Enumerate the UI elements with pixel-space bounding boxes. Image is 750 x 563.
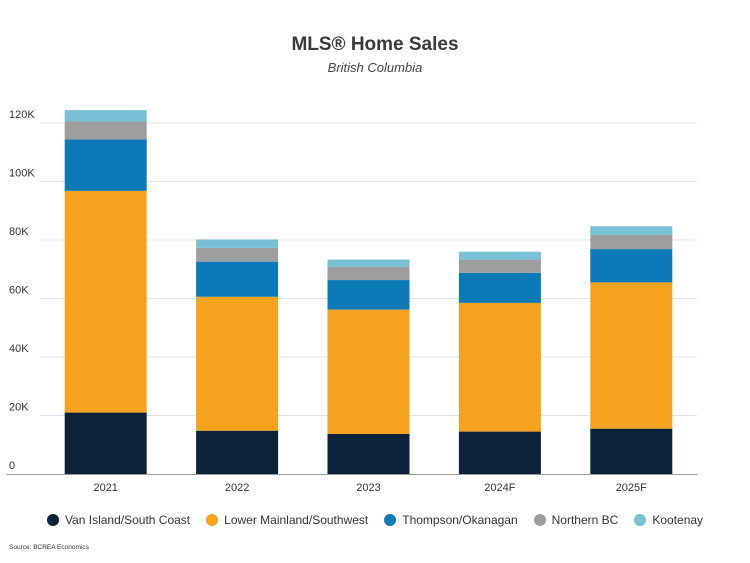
bar-2021-lower-mainland-southwest bbox=[64, 190, 147, 413]
bar-2021-thompson-okanagan bbox=[64, 139, 147, 191]
y-tick-label: 0 bbox=[9, 460, 15, 472]
x-tick-label: 2023 bbox=[356, 482, 380, 494]
x-tick-label: 2022 bbox=[225, 482, 249, 494]
bar-2024f-kootenay bbox=[458, 251, 541, 260]
bar-2023-van-island-south-coast bbox=[327, 433, 410, 474]
legend-item: Kootenay bbox=[634, 513, 703, 527]
bar-2023-thompson-okanagan bbox=[327, 280, 410, 310]
chart-subtitle: British Columbia bbox=[327, 60, 423, 75]
legend-label: Thompson/Okanagan bbox=[402, 513, 518, 527]
chart-title: MLS® Home Sales bbox=[291, 34, 459, 55]
legend-label: Van Island/South Coast bbox=[64, 513, 191, 527]
bar-2025f-kootenay bbox=[590, 226, 673, 236]
legend-label: Lower Mainland/Southwest bbox=[224, 513, 369, 527]
bar-2024f-van-island-south-coast bbox=[458, 431, 541, 474]
legend-label: Kootenay bbox=[652, 513, 704, 527]
bar-2025f-van-island-south-coast bbox=[590, 428, 673, 474]
bar-2023-kootenay bbox=[327, 259, 410, 267]
bar-2023-lower-mainland-southwest bbox=[327, 309, 410, 434]
legend-swatch bbox=[46, 514, 59, 526]
x-tick-label: 2024F bbox=[484, 482, 515, 494]
bar-2024f-northern-bc bbox=[458, 259, 541, 273]
y-tick-label: 80K bbox=[9, 226, 29, 238]
legend-item: Northern BC bbox=[533, 513, 619, 527]
y-tick-label: 20K bbox=[9, 402, 29, 414]
y-tick-label: 60K bbox=[9, 285, 29, 297]
x-tick-label: 2025F bbox=[616, 482, 647, 494]
stacked-bar-chart: 0 20K 40K 60K 80K 100K 120K 2021 2022 2023 2024F 20… bbox=[7, 109, 697, 494]
bar-2024f-lower-mainland-southwest bbox=[458, 302, 541, 432]
legend-item: Lower Mainland/Southwest bbox=[206, 513, 368, 527]
source-note: Source: BCREA Economics bbox=[9, 544, 89, 551]
bar-2022-northern-bc bbox=[196, 247, 279, 262]
x-tick-label: 2021 bbox=[93, 482, 117, 494]
legend: Van Island/South Coast Lower Mainland/Sou… bbox=[0, 513, 750, 527]
bar-2025f-lower-mainland-southwest bbox=[590, 282, 673, 429]
y-tick-label: 100K bbox=[9, 168, 35, 180]
bar-2021-northern-bc bbox=[64, 121, 147, 140]
y-tick-label: 120K bbox=[9, 109, 35, 121]
legend-swatch bbox=[384, 514, 397, 526]
bar-2022-kootenay bbox=[196, 239, 279, 248]
bars bbox=[64, 110, 673, 474]
bar-2022-thompson-okanagan bbox=[196, 261, 279, 297]
legend-swatch bbox=[533, 514, 546, 526]
bar-2024f-thompson-okanagan bbox=[458, 272, 541, 303]
y-tick-label: 40K bbox=[9, 343, 29, 355]
bar-2021-van-island-south-coast bbox=[64, 412, 147, 474]
bar-2021-kootenay bbox=[64, 110, 147, 122]
bar-2023-northern-bc bbox=[327, 266, 410, 281]
legend-item: Thompson/Okanagan bbox=[384, 513, 518, 527]
legend-swatch bbox=[206, 514, 219, 526]
legend-label: Northern BC bbox=[551, 513, 619, 527]
axes: 0 20K 40K 60K 80K 100K 120K 2021 2022 2023 2024F 20… bbox=[7, 109, 697, 494]
bar-2022-van-island-south-coast bbox=[196, 430, 279, 474]
bar-2022-lower-mainland-southwest bbox=[196, 296, 279, 431]
legend-swatch bbox=[634, 514, 647, 526]
bar-2025f-thompson-okanagan bbox=[590, 249, 673, 283]
bar-2025f-northern-bc bbox=[590, 235, 673, 250]
legend-item: Van Island/South Coast bbox=[46, 513, 191, 527]
